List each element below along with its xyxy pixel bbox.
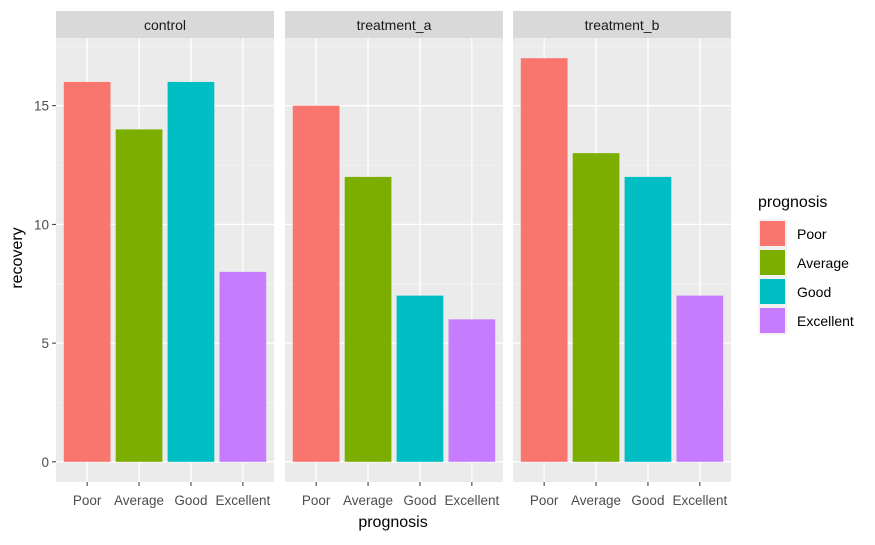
bar-treatment-a-poor (292, 105, 340, 462)
x-tick-label: Excellent (215, 493, 270, 508)
legend-swatch (760, 250, 785, 275)
y-axis-title: recovery (9, 227, 26, 288)
x-tick-label: Average (114, 493, 164, 508)
y-tick-label: 0 (41, 455, 49, 470)
y-tick-label: 15 (34, 99, 49, 114)
axes-layer: recovery prognosis 0 5 10 15 (9, 99, 428, 531)
x-tick-label: Good (403, 493, 436, 508)
bar-control-excellent (219, 271, 267, 462)
y-tick-label: 5 (41, 336, 49, 351)
panel-treatment-b: treatment_b Poor Average Good Excellent (513, 11, 731, 508)
legend-swatch (760, 308, 785, 333)
legend-item-poor: Poor (758, 219, 827, 248)
x-tick-label: Poor (530, 493, 559, 508)
x-tick-label: Average (571, 493, 621, 508)
bar-control-poor (63, 81, 111, 462)
x-tick-label: Good (174, 493, 207, 508)
facet-strip (513, 11, 731, 38)
bar-treatment-b-good (624, 176, 672, 462)
bar-treatment-b-average (572, 153, 620, 462)
bar-treatment-b-excellent (676, 295, 724, 462)
x-axis-title: prognosis (358, 514, 427, 531)
legend-item-average: Average (758, 248, 849, 277)
bar-treatment-a-excellent (448, 319, 496, 462)
bar-control-good (167, 81, 215, 462)
x-tick-label: Excellent (444, 493, 499, 508)
facet-strip (285, 11, 503, 38)
bar-control-average (115, 129, 163, 462)
bar-treatment-b-poor (520, 58, 568, 462)
facet-label-treatment-a: treatment_a (357, 17, 432, 33)
legend: prognosis Poor Average Good Excellent (758, 194, 854, 335)
bar-treatment-a-average (344, 176, 392, 462)
x-tick-label: Poor (73, 493, 102, 508)
facet-strip (56, 11, 274, 38)
bar-treatment-a-good (396, 295, 444, 462)
legend-item-excellent: Excellent (758, 306, 854, 335)
x-tick-label: Good (631, 493, 664, 508)
y-tick-label: 10 (34, 217, 49, 232)
legend-label: Good (797, 284, 831, 300)
legend-item-good: Good (758, 277, 831, 306)
x-tick-label: Excellent (672, 493, 727, 508)
legend-label: Average (797, 255, 849, 271)
panel-treatment-a: treatment_a Poor Average Good Excellent (285, 11, 503, 508)
legend-label: Poor (797, 226, 827, 242)
legend-swatch (760, 279, 785, 304)
panel-control: control Poor Average Good Excellent (56, 11, 274, 508)
facet-label-control: control (144, 17, 186, 33)
x-tick-label: Average (343, 493, 393, 508)
legend-title: prognosis (758, 194, 827, 211)
x-tick-label: Poor (302, 493, 331, 508)
facet-label-treatment-b: treatment_b (585, 17, 660, 33)
legend-label: Excellent (797, 313, 854, 329)
legend-swatch (760, 221, 785, 246)
legend-items: Poor Average Good Excellent (758, 219, 854, 335)
